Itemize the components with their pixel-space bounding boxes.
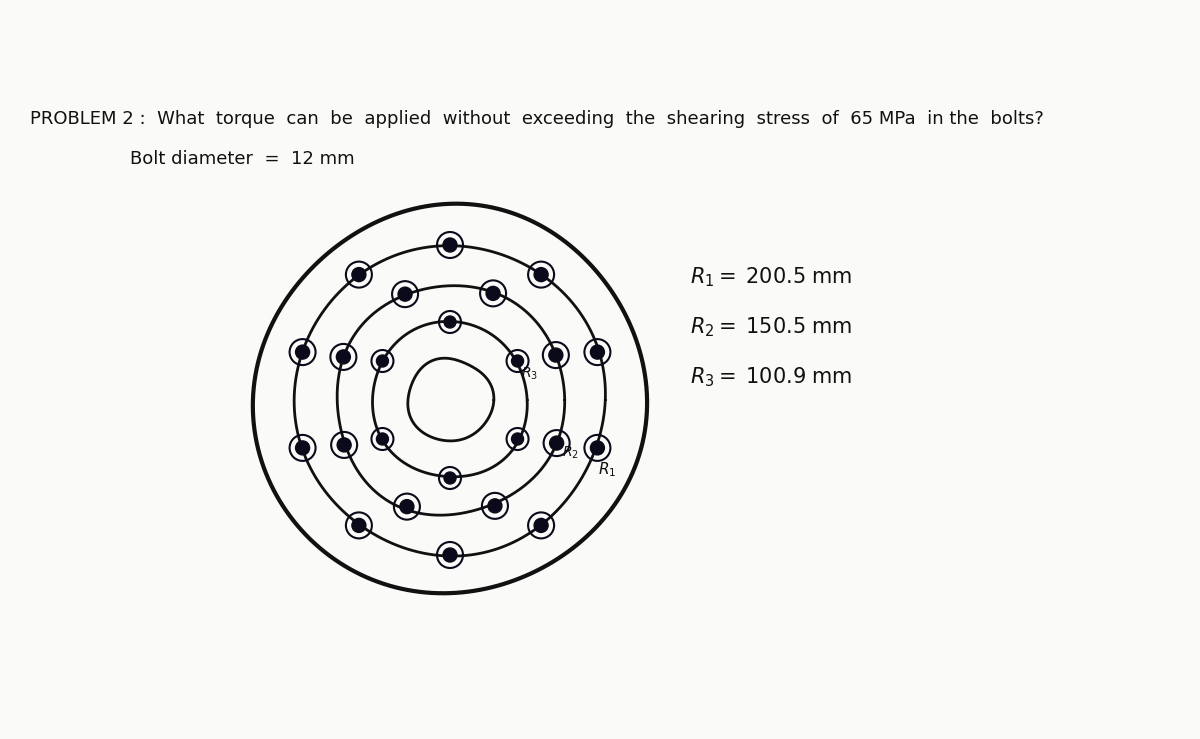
Circle shape	[337, 438, 352, 452]
Circle shape	[534, 518, 548, 532]
Text: PROBLEM 2 :  What  torque  can  be  applied  without  exceeding  the  shearing  : PROBLEM 2 : What torque can be applied w…	[30, 110, 1044, 128]
Circle shape	[295, 441, 310, 455]
Circle shape	[590, 345, 605, 359]
Text: $R_2 = \; 150.5 \; \mathrm{mm}$: $R_2 = \; 150.5 \; \mathrm{mm}$	[690, 315, 852, 338]
Circle shape	[352, 518, 366, 532]
Circle shape	[486, 287, 500, 300]
Text: $R_3 = \; 100.9 \; \mathrm{mm}$: $R_3 = \; 100.9 \; \mathrm{mm}$	[690, 365, 852, 389]
Circle shape	[377, 433, 389, 445]
Circle shape	[488, 499, 502, 513]
Circle shape	[377, 355, 389, 367]
Circle shape	[443, 238, 457, 252]
Circle shape	[336, 350, 350, 364]
Circle shape	[443, 548, 457, 562]
Text: $R_1 = \; 200.5 \; \mathrm{mm}$: $R_1 = \; 200.5 \; \mathrm{mm}$	[690, 265, 852, 289]
Text: $R_1$: $R_1$	[599, 460, 617, 479]
Circle shape	[511, 433, 523, 445]
Circle shape	[444, 316, 456, 328]
Circle shape	[511, 355, 523, 367]
Circle shape	[398, 287, 412, 301]
Circle shape	[352, 268, 366, 282]
Circle shape	[548, 348, 563, 362]
Circle shape	[444, 472, 456, 484]
Text: $R_3$: $R_3$	[521, 366, 538, 382]
Text: $R_2$: $R_2$	[562, 445, 578, 461]
Circle shape	[295, 345, 310, 359]
Circle shape	[550, 436, 564, 450]
Circle shape	[590, 441, 605, 455]
Text: Bolt diameter  =  12 mm: Bolt diameter = 12 mm	[130, 150, 355, 168]
Circle shape	[400, 500, 414, 514]
Circle shape	[534, 268, 548, 282]
